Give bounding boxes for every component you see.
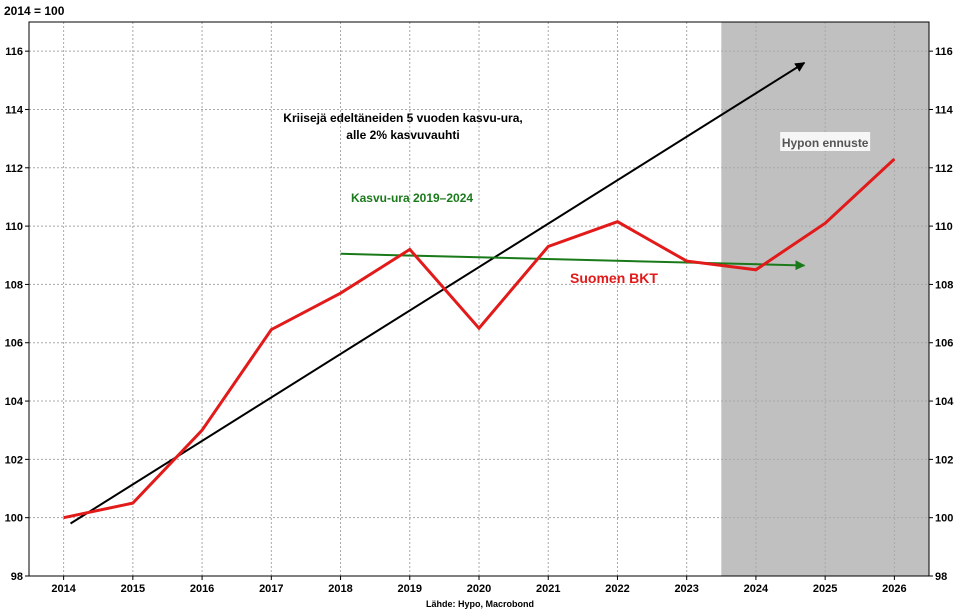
axis-ticks: 98 98 100 100 102 102 104 104 106 106 108 108 110 110…: [5, 46, 955, 595]
gdp-series-label: Suomen BKT: [570, 270, 658, 286]
ytick-label-right: 116: [935, 46, 953, 58]
xtick-label: 2017: [259, 583, 283, 595]
xtick-label: 2015: [121, 583, 145, 595]
xtick-label: 2026: [882, 583, 906, 595]
xtick-label: 2016: [190, 583, 214, 595]
ytick-label-right: 108: [935, 279, 953, 291]
forecast-label-box: Hypon ennuste: [780, 132, 871, 151]
gdp-series-line: [63, 157, 896, 520]
ytick-label-left: 112: [5, 163, 23, 175]
ytick-label-right: 102: [935, 454, 953, 466]
xtick-label: 2020: [467, 583, 491, 595]
xtick-label: 2019: [398, 583, 422, 595]
source-note: Lähde: Hypo, Macrobond: [426, 599, 534, 609]
ytick-label-left: 100: [5, 513, 23, 525]
ytick-label-right: 100: [935, 513, 953, 525]
ytick-label-left: 114: [5, 104, 24, 116]
ytick-label-left: 116: [5, 46, 23, 58]
ytick-label-right: 112: [935, 163, 953, 175]
ytick-label-left: 106: [5, 338, 23, 350]
ytick-label-right: 106: [935, 338, 953, 350]
forecast-label: Hypon ennuste: [782, 136, 869, 150]
ytick-label-left: 104: [5, 396, 24, 408]
black-trend-label-line1: Kriisejä edeltäneiden 5 vuoden kasvu-ura…: [283, 111, 522, 125]
xtick-label: 2022: [605, 583, 629, 595]
ytick-label-right: 104: [935, 396, 954, 408]
plot-frame: [28, 21, 930, 577]
ytick-label-right: 98: [935, 571, 947, 583]
black-trend-label-line2: alle 2% kasvuvauhti: [346, 128, 459, 142]
ytick-label-right: 110: [935, 221, 953, 233]
ytick-label-left: 108: [5, 279, 23, 291]
xtick-label: 2018: [328, 583, 352, 595]
ytick-label-right: 114: [935, 104, 954, 116]
xtick-label: 2023: [674, 583, 698, 595]
trend-2019-2024-line: [340, 252, 806, 271]
ytick-label-left: 110: [5, 221, 23, 233]
ytick-label-left: 98: [11, 571, 23, 583]
pre-crisis-trend-line: [70, 61, 806, 525]
xtick-label: 2025: [813, 583, 837, 595]
xtick-label: 2014: [51, 583, 76, 595]
green-trend-label: Kasvu-ura 2019–2024: [351, 191, 473, 205]
xtick-label: 2021: [536, 583, 560, 595]
xtick-label: 2024: [744, 583, 769, 595]
ytick-label-left: 102: [5, 454, 23, 466]
chart-title: 2014 = 100: [4, 4, 65, 18]
